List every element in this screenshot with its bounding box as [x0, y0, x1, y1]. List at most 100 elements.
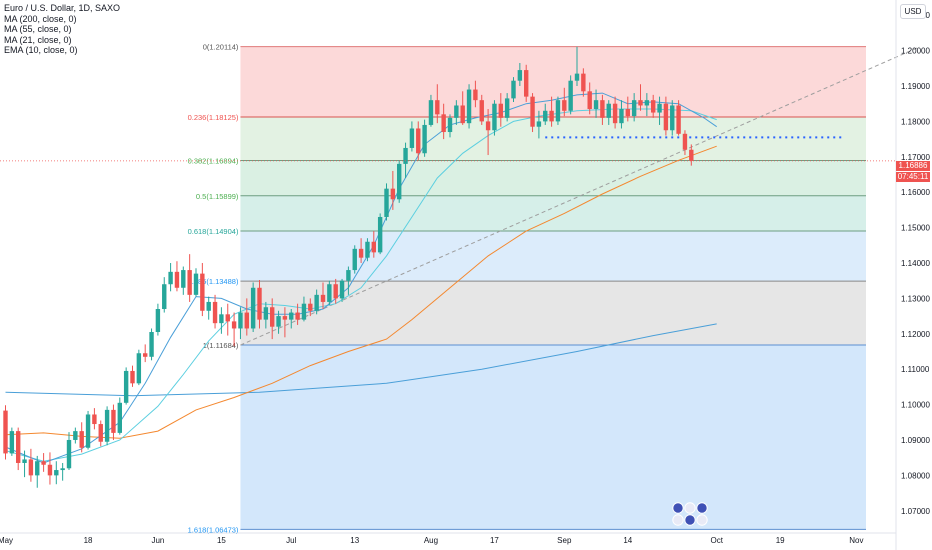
fib-band [240, 116, 866, 161]
candle [54, 461, 59, 485]
legend-symbol[interactable]: Euro / U.S. Dollar, 1D, SAXO [4, 3, 121, 13]
candle-body [473, 89, 478, 101]
candle-body [651, 100, 656, 113]
candle-body [568, 80, 573, 111]
calendar-event-icon [672, 514, 684, 526]
candle-body [104, 409, 110, 442]
time-tick-label: Nov [849, 536, 863, 545]
candle [174, 261, 180, 292]
candle-body [498, 103, 503, 118]
candle [574, 46, 580, 87]
candle-body [447, 117, 453, 133]
candle [270, 298, 275, 340]
candle-body [428, 100, 434, 125]
candle [250, 282, 256, 333]
candle-body [555, 100, 561, 122]
candle [390, 170, 396, 210]
candle [504, 93, 510, 122]
fib-band [240, 344, 866, 530]
candle [92, 408, 97, 430]
currency-button[interactable]: USD [900, 4, 926, 19]
candle-body [638, 100, 643, 106]
calendar-event-icon [696, 502, 708, 514]
candle [231, 312, 237, 347]
candle [73, 427, 78, 444]
candle-body [98, 424, 103, 442]
candle-body [441, 114, 446, 133]
candle [612, 96, 618, 129]
legend-study-ema10[interactable]: EMA (10, close, 0) [4, 45, 78, 55]
candle-body [16, 431, 21, 463]
candle [562, 87, 567, 117]
candle-body [390, 188, 396, 200]
candle [339, 278, 345, 302]
candle-body [174, 271, 180, 288]
time-tick-label: Jun [151, 536, 164, 545]
legend-study-ma21[interactable]: MA (21, close, 0) [4, 34, 72, 45]
candle-body [193, 273, 199, 295]
candle-body [365, 241, 370, 258]
legend-study-ma55[interactable]: MA (55, close, 0) [4, 24, 72, 34]
candle [9, 427, 15, 456]
candle [593, 89, 599, 118]
price-tick-label: 1.19000 [901, 82, 930, 91]
candle-body [581, 73, 586, 92]
candle-body [536, 121, 542, 127]
candle [651, 94, 656, 118]
candle-body [371, 241, 376, 253]
candle [327, 280, 332, 306]
candle [187, 254, 192, 302]
moving-average-line-1 [5, 145, 717, 439]
calendar-event-icon [684, 502, 696, 514]
candle-body [282, 316, 288, 320]
candle-body [47, 464, 53, 476]
time-tick-label: 17 [490, 536, 499, 545]
candle [371, 231, 376, 258]
candle [301, 296, 307, 322]
candle-body [155, 309, 161, 333]
moving-average-line-0 [5, 323, 717, 397]
candle-body [41, 461, 46, 465]
candle-body [143, 353, 148, 357]
candle-body [397, 163, 402, 200]
time-tick-label: Sep [557, 536, 572, 545]
candle-body [206, 301, 211, 311]
candle-body [689, 149, 694, 161]
candle [193, 268, 199, 297]
candle-body [28, 459, 34, 476]
legend-study-ma200[interactable]: MA (200, close, 0) [4, 13, 77, 24]
candle-body [352, 248, 357, 271]
candle [479, 94, 484, 125]
candle [244, 298, 249, 336]
candle [3, 405, 8, 460]
candle [682, 130, 688, 156]
candle [60, 462, 65, 481]
candle-body [301, 303, 307, 320]
candle [22, 450, 27, 478]
fib-band [240, 230, 866, 282]
candle-body [117, 402, 122, 433]
candle [631, 93, 637, 122]
candle-body [625, 109, 630, 117]
candle [524, 64, 529, 102]
candle [619, 100, 624, 129]
candle [416, 121, 421, 161]
candle [85, 410, 91, 450]
candle-body [504, 98, 510, 118]
bar-countdown-label: 07:45:11 [896, 172, 930, 182]
candle [282, 307, 288, 338]
candle-body [35, 461, 40, 476]
candle-body [79, 431, 84, 448]
candle [47, 452, 53, 485]
candle-body [308, 303, 313, 311]
candle [117, 397, 122, 435]
candle-body [543, 110, 548, 122]
price-tick-label: 1.09000 [901, 436, 930, 445]
candle [79, 422, 84, 453]
candle [333, 278, 338, 304]
calendar-event-icon [684, 514, 696, 526]
candle [168, 262, 173, 292]
candle [428, 94, 434, 127]
candle [320, 282, 326, 310]
